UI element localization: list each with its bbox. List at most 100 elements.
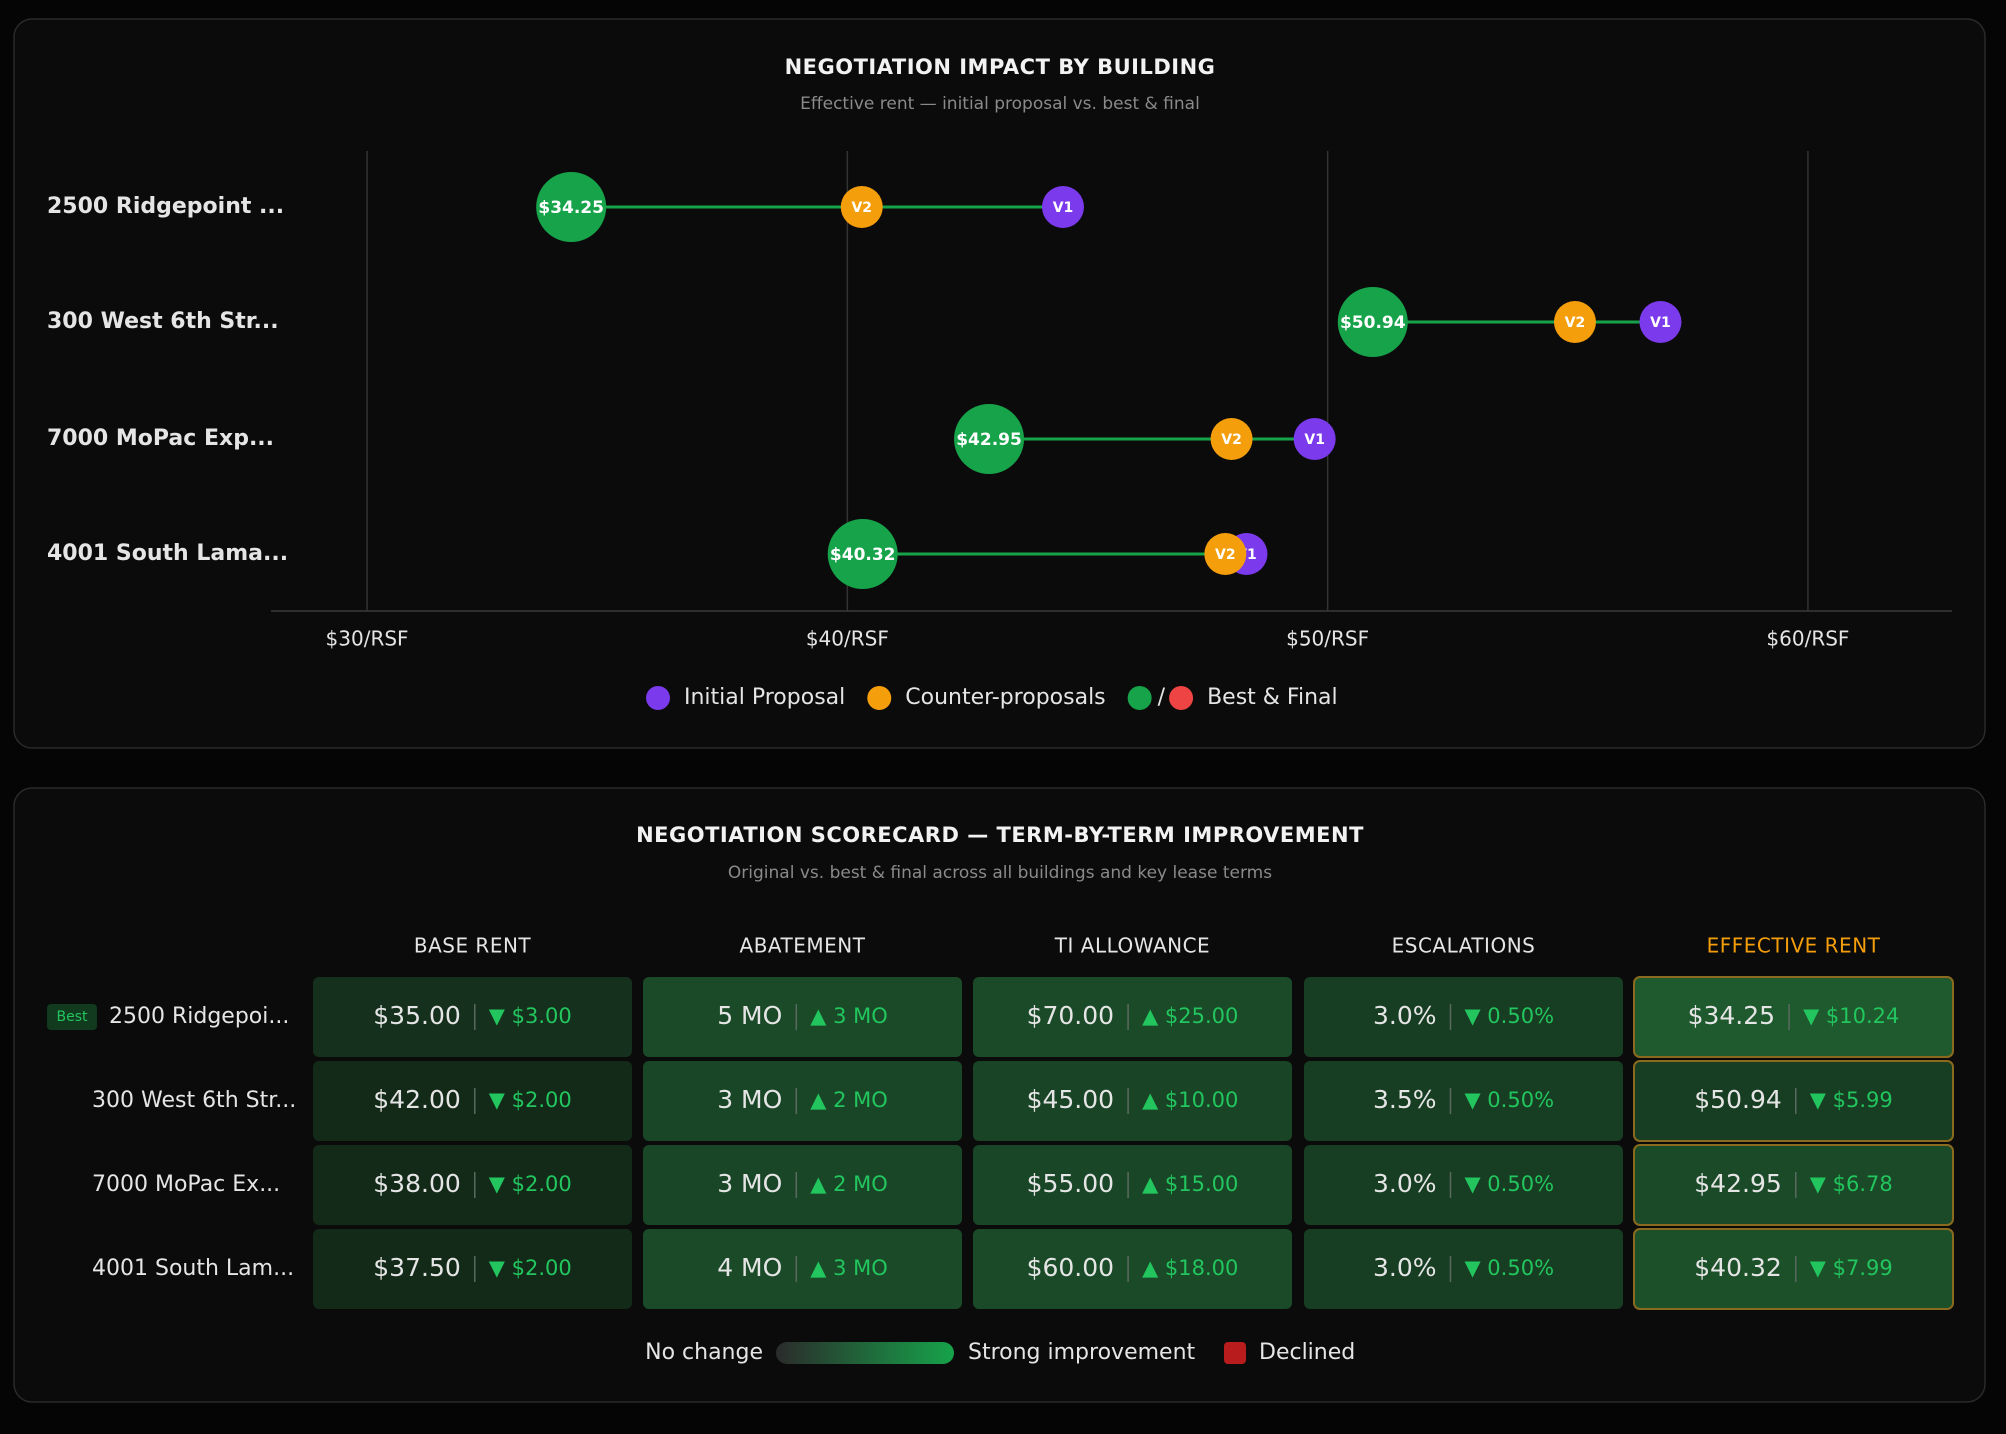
y-tick-label: 300 West 6th Str... <box>47 309 279 334</box>
marker-label: V2 <box>1565 315 1586 331</box>
cell-value: 4 MO <box>717 1253 782 1282</box>
cell-value: 3.0% <box>1373 1001 1437 1030</box>
score-cell <box>643 1061 962 1141</box>
cell-change: ▼ $5.99 <box>1810 1088 1893 1112</box>
best-marker <box>954 404 1025 474</box>
x-tick-label: $50/RSF <box>1286 627 1369 651</box>
score-cell <box>1633 1228 1954 1310</box>
legend-low: No change <box>645 1340 763 1365</box>
cell-value: $42.00 <box>373 1085 460 1114</box>
y-tick-label: 7000 MoPac Exp... <box>47 426 274 451</box>
cell-value: $70.00 <box>1027 1001 1114 1030</box>
scorecard-subtitle: Original vs. best & final across all bui… <box>728 863 1272 883</box>
score-cell <box>973 1145 1292 1225</box>
score-cell <box>1304 977 1623 1057</box>
proposal-marker <box>1210 418 1253 460</box>
cell-value: $55.00 <box>1027 1169 1114 1198</box>
x-tick-label: $40/RSF <box>806 627 889 651</box>
column-header: EFFECTIVE RENT <box>1707 934 1881 958</box>
cell-change: ▼ $6.78 <box>1810 1172 1893 1196</box>
score-cell <box>973 977 1292 1057</box>
column-header: TI ALLOWANCE <box>1054 934 1210 958</box>
cell-change: ▲ 2 MO <box>810 1088 888 1112</box>
row-label: 2500 Ridgepoi... <box>109 1004 289 1029</box>
chart-subtitle: Effective rent — initial proposal vs. be… <box>800 94 1200 114</box>
legend-swatch <box>1127 686 1152 710</box>
best-marker <box>536 172 607 242</box>
score-cell <box>313 977 632 1057</box>
cell-change: ▲ 3 MO <box>810 1004 888 1028</box>
scorecard-title: NEGOTIATION SCORECARD — TERM-BY-TERM IMP… <box>636 823 1364 847</box>
cell-value: $40.32 <box>1694 1253 1781 1282</box>
score-cell <box>643 1229 962 1309</box>
cell-value: $50.94 <box>1694 1085 1781 1114</box>
cell-change: ▲ 2 MO <box>810 1172 888 1196</box>
chart-title: NEGOTIATION IMPACT BY BUILDING <box>785 55 1216 79</box>
legend-high: Strong improvement <box>968 1340 1196 1365</box>
proposal-marker <box>1204 533 1247 575</box>
score-cell <box>313 1061 632 1141</box>
score-cell <box>1633 1144 1954 1226</box>
cell-change: ▲ 3 MO <box>810 1256 888 1280</box>
score-cell <box>1633 976 1954 1058</box>
marker-label: $42.95 <box>956 430 1022 450</box>
legend-swatch <box>1169 686 1194 710</box>
row-label: 7000 MoPac Ex... <box>92 1172 280 1197</box>
legend-separator: / <box>1158 685 1166 710</box>
score-cell <box>643 977 962 1057</box>
score-cell <box>1304 1229 1623 1309</box>
x-tick-label: $30/RSF <box>326 627 409 651</box>
cell-change: ▼ $2.00 <box>489 1088 572 1112</box>
column-header: ABATEMENT <box>740 934 866 958</box>
badge-label: Best <box>56 1009 88 1025</box>
marker-label: V2 <box>1215 547 1236 563</box>
score-cell <box>973 1229 1292 1309</box>
cell-value: $37.50 <box>373 1253 460 1282</box>
cell-value: 5 MO <box>717 1001 782 1030</box>
y-tick-label: 2500 Ridgepoint ... <box>47 194 284 219</box>
cell-value: $34.25 <box>1688 1001 1775 1030</box>
score-cell <box>1304 1145 1623 1225</box>
legend-label: Counter-proposals <box>905 685 1105 710</box>
row-label: 300 West 6th Str... <box>92 1088 296 1113</box>
cell-change: ▼ $2.00 <box>489 1256 572 1280</box>
legend-swatch <box>646 686 670 710</box>
marker-label: V2 <box>1221 432 1242 448</box>
proposal-marker <box>1293 418 1336 460</box>
marker-label: $40.32 <box>830 545 896 565</box>
cell-value: 3.5% <box>1373 1085 1437 1114</box>
cell-change: ▼ $2.00 <box>489 1172 572 1196</box>
score-cell <box>1304 1061 1623 1141</box>
score-cell <box>313 1145 632 1225</box>
score-cell <box>973 1061 1292 1141</box>
cell-change: ▼ 0.50% <box>1464 1256 1554 1280</box>
cell-value: 3 MO <box>717 1085 782 1114</box>
marker-label: V2 <box>851 200 872 216</box>
legend-declined-swatch <box>1224 1342 1246 1364</box>
legend-gradient <box>776 1342 954 1364</box>
best-marker <box>1337 287 1408 357</box>
cell-change: ▲ $15.00 <box>1142 1172 1238 1196</box>
proposal-marker <box>1041 186 1084 228</box>
row-label: 4001 South Lam... <box>92 1256 294 1281</box>
column-header: ESCALATIONS <box>1392 934 1536 958</box>
marker-label: V1 <box>1053 200 1074 216</box>
marker-label: $50.94 <box>1340 313 1406 333</box>
x-tick-label: $60/RSF <box>1766 627 1849 651</box>
cell-value: 3.0% <box>1373 1169 1437 1198</box>
cell-value: $38.00 <box>373 1169 460 1198</box>
cell-value: $45.00 <box>1027 1085 1114 1114</box>
proposal-marker <box>840 186 883 228</box>
marker-label: $34.25 <box>538 198 604 218</box>
y-tick-label: 4001 South Lama... <box>47 541 288 566</box>
score-cell <box>1633 1060 1954 1142</box>
cell-change: ▲ $25.00 <box>1142 1004 1238 1028</box>
marker-label: V1 <box>1304 432 1325 448</box>
legend-label: Best & Final <box>1207 685 1338 710</box>
best-marker <box>827 519 898 589</box>
marker-label: V1 <box>1650 315 1671 331</box>
cell-change: ▼ $3.00 <box>489 1004 572 1028</box>
score-cell <box>643 1145 962 1225</box>
cell-change: ▲ $18.00 <box>1142 1256 1238 1280</box>
